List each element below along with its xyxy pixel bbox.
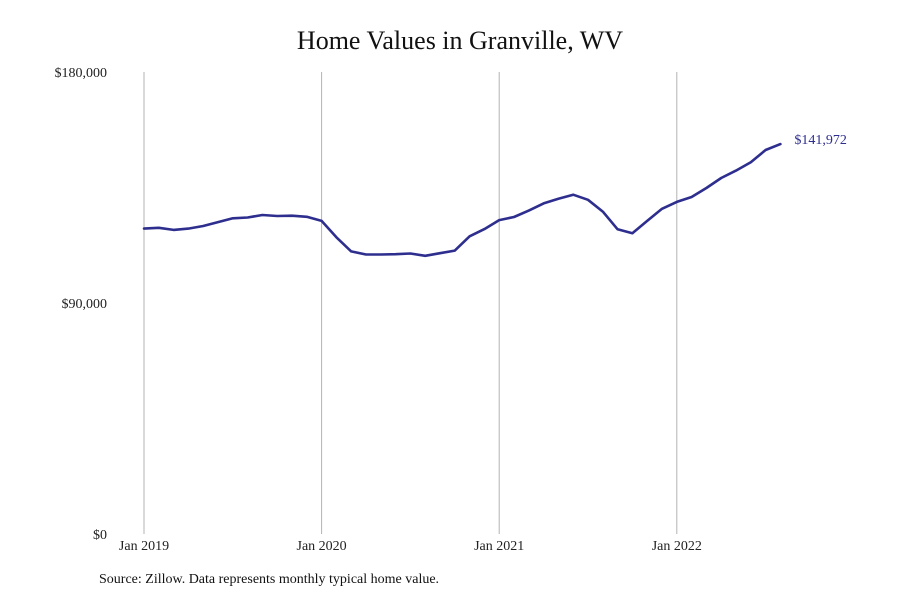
source-note: Source: Zillow. Data represents monthly … (99, 572, 440, 587)
series-line (142, 142, 782, 258)
x-tick-label: Jan 2019 (119, 539, 169, 554)
y-tick-label: $90,000 (62, 297, 108, 312)
series: $141,972 (142, 133, 847, 258)
y-tick-label: $180,000 (55, 66, 108, 81)
x-tick-label: Jan 2020 (297, 539, 347, 554)
chart-title: Home Values in Granville, WV (296, 26, 624, 55)
x-axis-ticks: Jan 2019 Jan 2020 Jan 2021 Jan 2022 (119, 539, 702, 554)
gridlines (143, 72, 678, 534)
x-tick-label: Jan 2022 (652, 539, 702, 554)
y-tick-label: $0 (93, 528, 107, 543)
x-tick-label: Jan 2021 (474, 539, 524, 554)
y-axis-ticks: $0 $90,000 $180,000 (55, 66, 108, 543)
end-value-label: $141,972 (794, 133, 847, 148)
